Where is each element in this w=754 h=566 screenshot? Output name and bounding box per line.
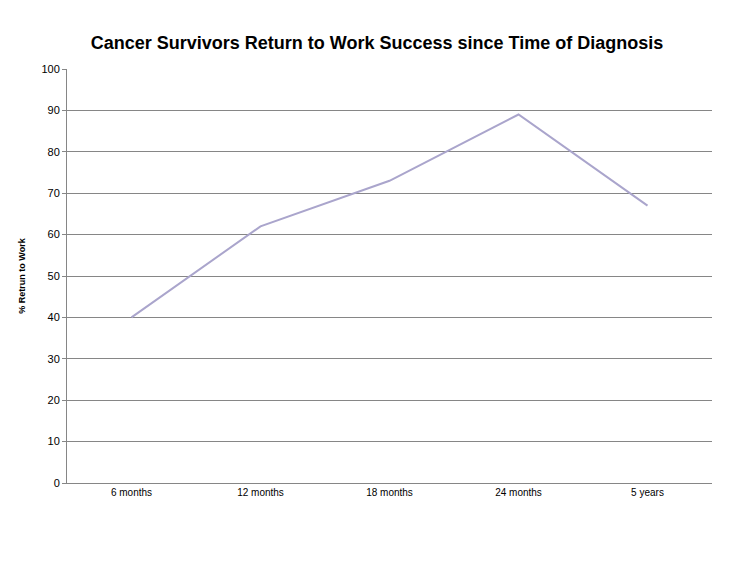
svg-text:80: 80 (48, 146, 60, 158)
svg-text:24 months: 24 months (495, 487, 542, 498)
svg-text:18 months: 18 months (366, 487, 413, 498)
svg-text:30: 30 (48, 353, 60, 365)
svg-text:10: 10 (48, 435, 60, 447)
svg-text:70: 70 (48, 187, 60, 199)
svg-text:0: 0 (54, 477, 60, 489)
svg-text:100: 100 (41, 63, 59, 75)
svg-text:Cancer Survivors Return to Wor: Cancer Survivors Return to Work Success … (91, 33, 664, 53)
svg-text:50: 50 (48, 270, 60, 282)
svg-text:60: 60 (48, 228, 60, 240)
svg-text:5 years: 5 years (631, 487, 664, 498)
svg-text:20: 20 (48, 394, 60, 406)
svg-text:12 months: 12 months (237, 487, 284, 498)
svg-text:% Retrun to Work: % Retrun to Work (17, 237, 27, 313)
svg-text:90: 90 (48, 104, 60, 116)
svg-text:40: 40 (48, 311, 60, 323)
svg-text:6 months: 6 months (111, 487, 152, 498)
